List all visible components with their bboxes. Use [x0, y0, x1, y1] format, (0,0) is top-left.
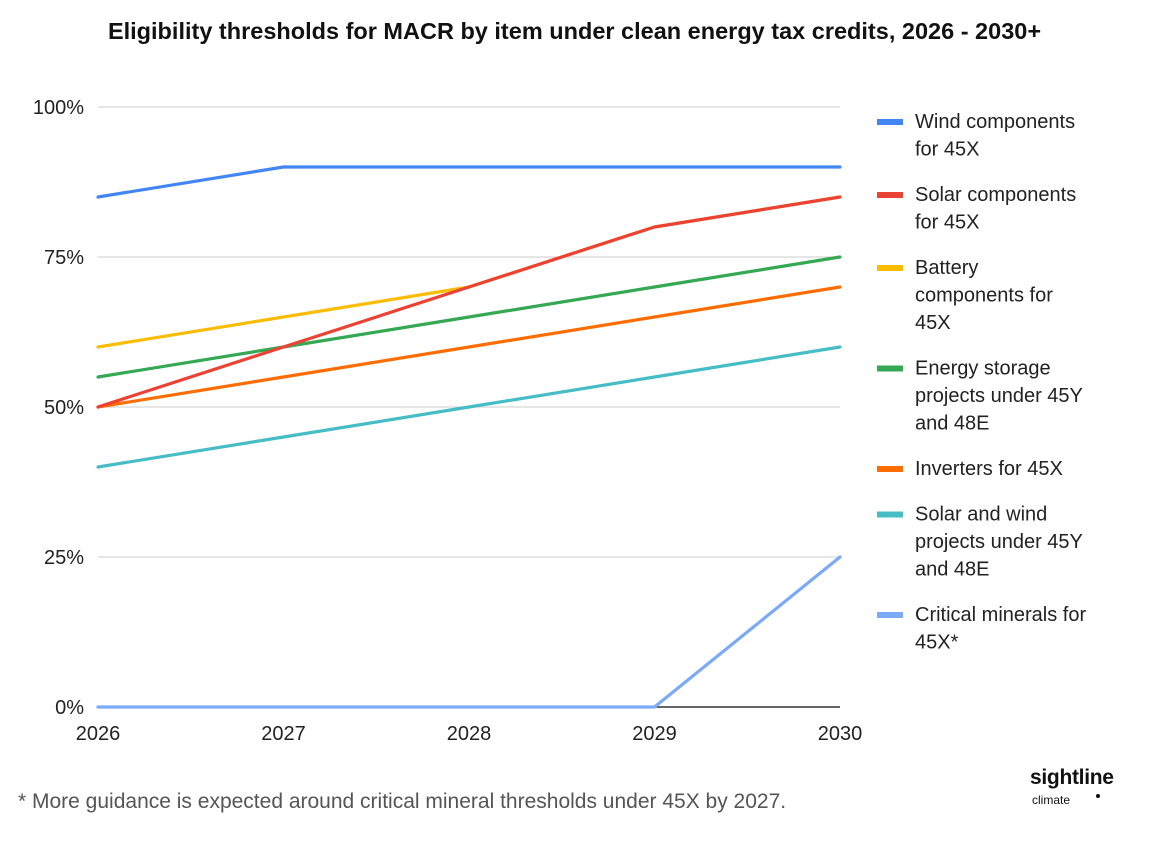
- legend-label: Energy storage projects under 45Y and 48E: [915, 358, 1083, 435]
- x-axis-ticks: 2026 2027 2028 2029 2030: [76, 723, 863, 745]
- logo-subtitle: climate: [1032, 793, 1071, 807]
- x-tick-label: 2026: [76, 723, 121, 745]
- series-line-1: [96, 195, 842, 409]
- series-line-3: [96, 255, 842, 379]
- legend-swatch: [877, 466, 903, 472]
- footnote: * More guidance is expected around criti…: [18, 790, 787, 813]
- y-axis-ticks: 0% 25% 50% 75% 100%: [33, 97, 84, 719]
- series-line-4: [96, 285, 842, 409]
- legend-swatch: [877, 192, 903, 198]
- series-line-6: [96, 555, 842, 709]
- y-tick-label: 50%: [44, 397, 84, 419]
- series-line-5: [96, 345, 842, 469]
- legend-label: Solar components for 45X: [915, 184, 1076, 234]
- x-tick-label: 2029: [632, 723, 677, 745]
- chart-title: Eligibility thresholds for MACR by item …: [107, 18, 1042, 44]
- series-line-0: [96, 165, 842, 199]
- legend-swatch: [877, 265, 903, 271]
- logo-dot-icon: [1096, 794, 1100, 798]
- legend-label: Solar and wind projects under 45Y and 48E: [915, 504, 1083, 581]
- x-tick-label: 2030: [818, 723, 863, 745]
- series-lines: [96, 165, 842, 709]
- x-tick-label: 2027: [261, 723, 306, 745]
- y-tick-label: 25%: [44, 547, 84, 569]
- legend-label: Battery components for 45X: [915, 257, 1053, 334]
- legend-label: Wind components for 45X: [915, 111, 1075, 161]
- y-tick-label: 100%: [33, 97, 84, 119]
- y-tick-label: 75%: [44, 247, 84, 269]
- series-line-2: [96, 195, 842, 349]
- legend-swatch: [877, 612, 903, 618]
- legend-label: Critical minerals for 45X*: [915, 604, 1086, 654]
- logo-wordmark: sightline: [1030, 766, 1114, 789]
- sightline-climate-logo: sightline climate: [1030, 766, 1140, 816]
- legend-swatch: [877, 365, 903, 372]
- y-tick-label: 0%: [55, 697, 84, 719]
- x-tick-label: 2028: [447, 723, 492, 745]
- legend-swatch: [877, 511, 903, 518]
- legend-swatch: [877, 119, 903, 125]
- legend-label: Inverters for 45X: [915, 458, 1063, 480]
- legend: Wind components for 45X Solar components fo…: [877, 111, 1086, 654]
